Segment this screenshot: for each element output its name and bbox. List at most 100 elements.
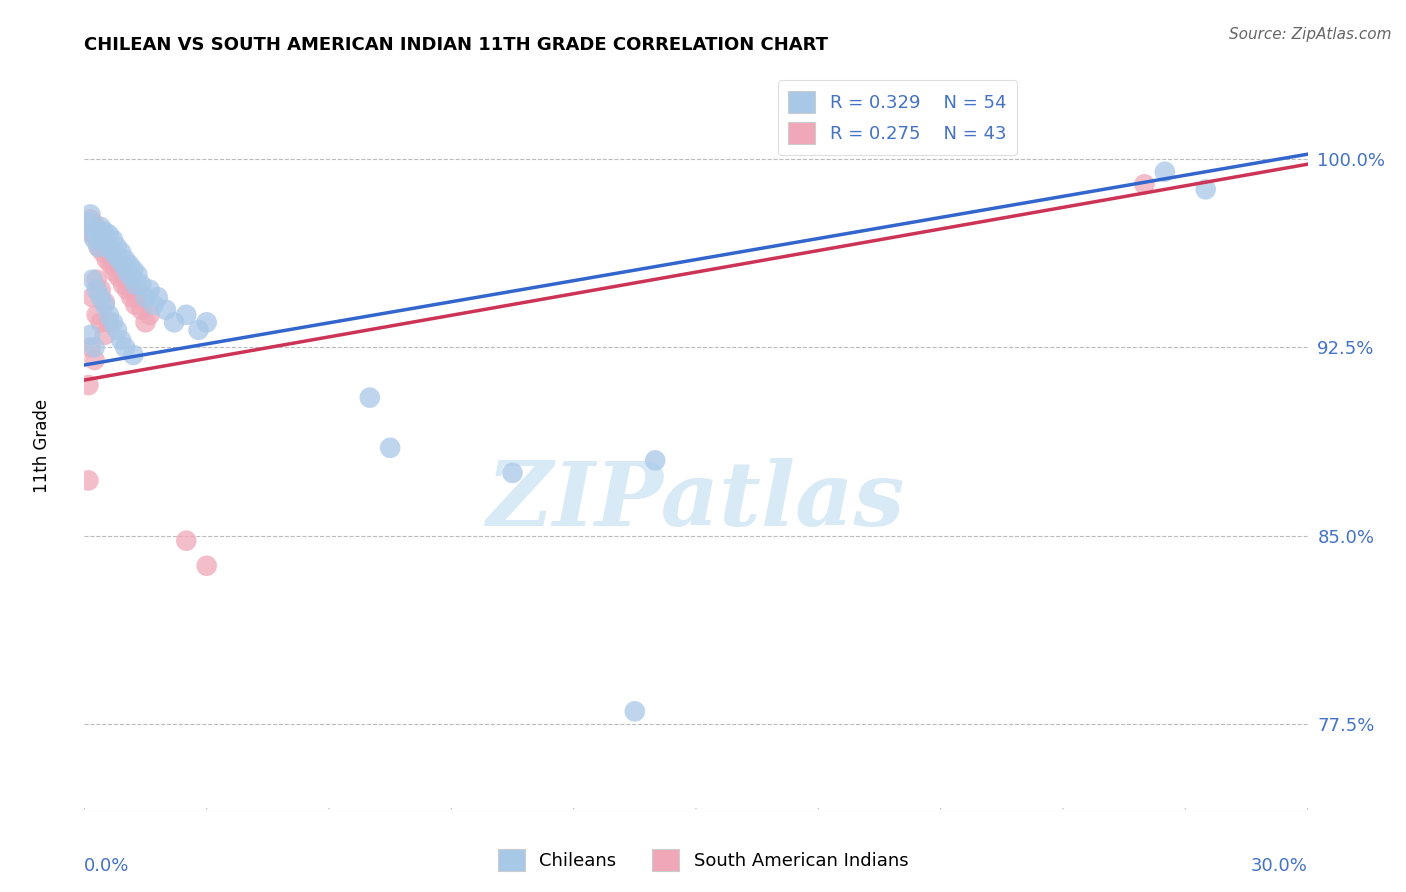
Point xyxy=(79,340,101,354)
Point xyxy=(77,474,100,488)
Text: 0.0%: 0.0% xyxy=(84,857,129,875)
Point xyxy=(142,298,165,312)
Point xyxy=(105,258,128,272)
Point xyxy=(359,391,381,405)
Point xyxy=(114,270,136,285)
Point xyxy=(93,327,115,342)
Point xyxy=(115,265,138,279)
Point xyxy=(124,277,146,292)
Point xyxy=(93,225,115,239)
Point xyxy=(82,222,104,236)
Point xyxy=(82,227,104,242)
Point xyxy=(187,323,209,337)
Point xyxy=(1154,165,1177,179)
Point xyxy=(195,315,218,329)
Point xyxy=(155,302,177,317)
Point xyxy=(101,315,124,329)
Point xyxy=(97,227,120,242)
Point xyxy=(77,378,100,392)
Legend: Chileans, South American Indians: Chileans, South American Indians xyxy=(491,842,915,879)
Point xyxy=(146,290,169,304)
Point xyxy=(131,277,153,292)
Point xyxy=(127,268,149,282)
Point xyxy=(77,215,100,229)
Point xyxy=(90,315,112,329)
Point xyxy=(124,298,146,312)
Point xyxy=(174,533,197,548)
Point xyxy=(82,273,104,287)
Point xyxy=(87,240,110,254)
Point xyxy=(83,218,105,232)
Point xyxy=(380,441,402,455)
Point xyxy=(90,283,112,297)
Point xyxy=(86,273,108,287)
Point xyxy=(86,233,108,247)
Point xyxy=(122,283,145,297)
Point xyxy=(644,453,666,467)
Point xyxy=(122,348,145,362)
Point xyxy=(138,308,160,322)
Point xyxy=(163,315,186,329)
Point xyxy=(86,283,108,297)
Point xyxy=(135,315,157,329)
Point xyxy=(86,227,108,242)
Point xyxy=(96,237,118,252)
Point xyxy=(82,290,104,304)
Text: CHILEAN VS SOUTH AMERICAN INDIAN 11TH GRADE CORRELATION CHART: CHILEAN VS SOUTH AMERICAN INDIAN 11TH GR… xyxy=(84,36,828,54)
Point xyxy=(83,353,105,368)
Point xyxy=(93,298,115,312)
Point xyxy=(127,290,149,304)
Point xyxy=(105,240,128,254)
Point xyxy=(100,258,122,272)
Point xyxy=(90,227,112,242)
Point xyxy=(114,340,136,354)
Point xyxy=(86,308,108,322)
Point xyxy=(90,290,112,304)
Point xyxy=(502,466,524,480)
Point xyxy=(100,243,122,257)
Point xyxy=(93,237,115,252)
Point xyxy=(90,219,112,234)
Point xyxy=(96,252,118,267)
Point xyxy=(110,245,132,260)
Point xyxy=(108,252,131,267)
Point xyxy=(120,290,142,304)
Point xyxy=(118,277,141,292)
Point xyxy=(624,704,647,718)
Point xyxy=(122,262,145,277)
Point xyxy=(135,290,157,304)
Point xyxy=(104,247,127,261)
Point xyxy=(110,262,132,277)
Point xyxy=(91,230,114,244)
Point xyxy=(131,302,153,317)
Point xyxy=(79,327,101,342)
Text: 30.0%: 30.0% xyxy=(1251,857,1308,875)
Legend: R = 0.329    N = 54, R = 0.275    N = 43: R = 0.329 N = 54, R = 0.275 N = 43 xyxy=(778,80,1017,155)
Point xyxy=(114,252,136,267)
Point xyxy=(120,270,142,285)
Point xyxy=(174,308,197,322)
Text: 11th Grade: 11th Grade xyxy=(34,399,51,493)
Point xyxy=(97,308,120,322)
Point xyxy=(108,270,131,285)
Point xyxy=(97,245,120,260)
Point xyxy=(101,233,124,247)
Point xyxy=(87,240,110,254)
Point xyxy=(195,558,218,573)
Point xyxy=(112,277,135,292)
Text: ZIPatlas: ZIPatlas xyxy=(488,458,904,544)
Point xyxy=(115,283,138,297)
Point xyxy=(138,283,160,297)
Point xyxy=(110,333,132,347)
Point xyxy=(101,252,124,267)
Point xyxy=(79,212,101,227)
Point xyxy=(83,340,105,354)
Point xyxy=(105,323,128,337)
Point xyxy=(112,258,135,272)
Text: Source: ZipAtlas.com: Source: ZipAtlas.com xyxy=(1229,27,1392,42)
Point xyxy=(83,233,105,247)
Point xyxy=(93,295,115,310)
Point xyxy=(1133,178,1156,192)
Point xyxy=(118,258,141,272)
Point xyxy=(91,245,114,260)
